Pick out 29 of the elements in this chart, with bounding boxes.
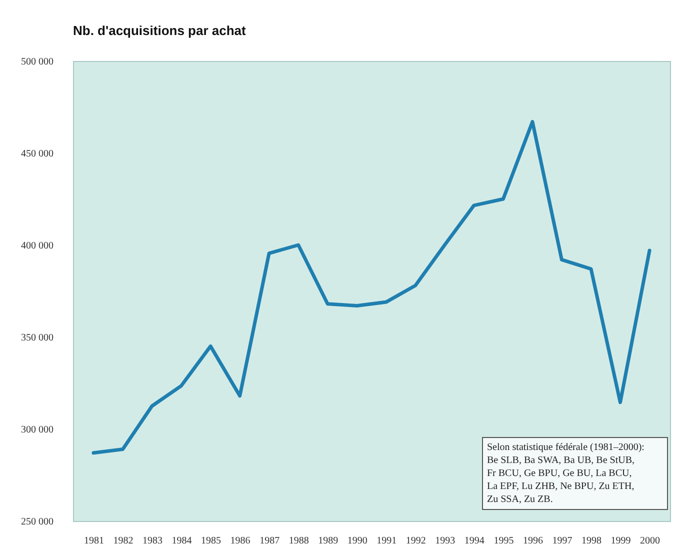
y-tick-label: 500 000 [21, 56, 54, 68]
x-tick-label: 1988 [288, 536, 309, 546]
y-tick-label: 450 000 [21, 148, 54, 160]
y-tick-label: 350 000 [21, 332, 54, 344]
y-tick-label: 400 000 [21, 240, 54, 252]
line-series [92, 120, 652, 455]
y-tick-label: 300 000 [21, 424, 54, 436]
chart-title: Nb. d'acquisitions par achat [73, 23, 247, 38]
x-tick-label: 1982 [113, 536, 134, 546]
x-tick-label: 1996 [522, 536, 543, 546]
x-tick-label: 1985 [201, 536, 222, 546]
x-tick-label: 1987 [260, 536, 280, 546]
x-tick-label: 1994 [464, 536, 484, 546]
x-tick-label: 1991 [376, 536, 397, 546]
x-tick-label: 1999 [610, 536, 631, 546]
x-tick-label: 2000 [640, 536, 660, 546]
annotation: Selon statistique fédérale (1981–2000): Be SLB, Ba SWA, Ba UB, Be StUB, Fr BCU, Ge BPU, Ge BU, La BCU, La EPF, Lu ZHB, Ne BPU, Zu ETH, Zu SSA, Zu ZB. [482, 437, 668, 510]
x-tick-label: 1989 [318, 536, 338, 546]
x-tick-label: 1995 [494, 536, 514, 546]
x-tick-label: 1984 [172, 536, 192, 546]
x-tick-label: 1998 [581, 536, 602, 546]
x-tick-label: 1990 [347, 536, 368, 546]
x-tick-label: 1997 [552, 536, 572, 546]
x-tick-label: 1986 [230, 536, 250, 546]
x-tick-label: 1983 [142, 536, 163, 546]
x-tick-label: 1992 [406, 536, 426, 546]
x-tick-label: 1981 [84, 536, 104, 546]
x-tick-label: 1993 [435, 536, 456, 546]
y-tick-label: 250 000 [21, 516, 54, 528]
